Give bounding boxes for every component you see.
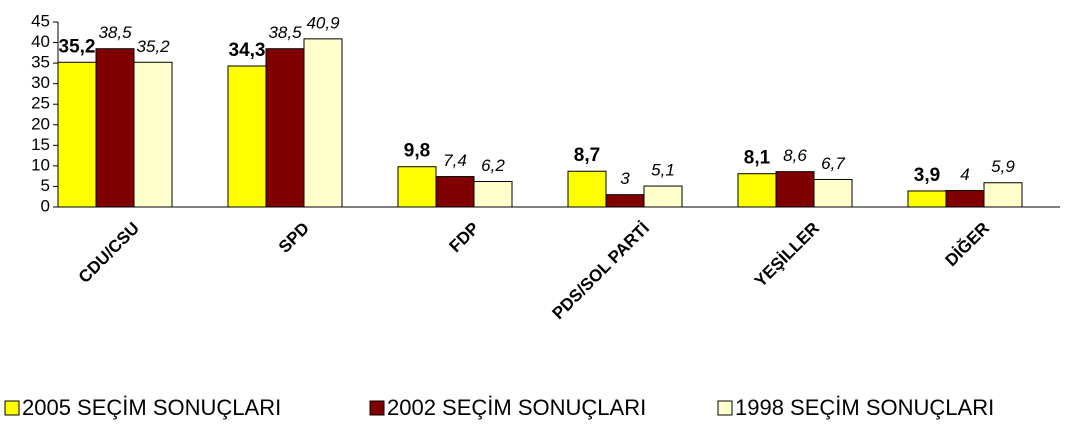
bar bbox=[643, 185, 683, 208]
x-tick-label: SPD bbox=[275, 219, 313, 257]
value-label: 5,1 bbox=[651, 161, 675, 180]
value-label: 3 bbox=[620, 169, 630, 188]
y-tick-label: 20 bbox=[31, 114, 50, 133]
value-label: 5,9 bbox=[991, 157, 1015, 176]
bar bbox=[567, 170, 607, 208]
value-label: 38,5 bbox=[268, 23, 302, 42]
bar bbox=[57, 61, 97, 208]
bar bbox=[435, 176, 475, 208]
bar bbox=[133, 61, 173, 208]
value-label: 7,4 bbox=[443, 151, 467, 170]
y-tick-label: 45 bbox=[31, 11, 50, 30]
legend-swatch bbox=[4, 400, 20, 416]
value-label: 35,2 bbox=[136, 37, 170, 56]
bar bbox=[303, 38, 343, 208]
legend-label: 1998 SEÇİM SONUÇLARI bbox=[735, 395, 994, 420]
bar bbox=[95, 48, 135, 208]
value-label: 34,3 bbox=[229, 40, 266, 61]
bar bbox=[605, 194, 645, 208]
value-label: 38,5 bbox=[98, 23, 132, 42]
legend-label: 2002 SEÇİM SONUÇLARI bbox=[387, 395, 646, 420]
x-tick-label: PDS/SOL PARTİ bbox=[549, 219, 653, 323]
bar bbox=[945, 190, 985, 208]
x-tick-label: FDP bbox=[446, 219, 483, 256]
bar bbox=[813, 178, 853, 208]
legend-swatch bbox=[717, 400, 733, 416]
x-tick-label: CDU/CSU bbox=[75, 219, 143, 287]
value-label: 3,9 bbox=[914, 165, 940, 186]
bar bbox=[907, 190, 947, 208]
y-tick-label: 10 bbox=[31, 155, 50, 174]
x-tick-label: DİĞER bbox=[941, 219, 993, 271]
value-label: 35,2 bbox=[59, 36, 96, 57]
value-label: 4 bbox=[960, 165, 969, 184]
y-tick-label: 40 bbox=[31, 32, 50, 51]
value-label: 8,7 bbox=[574, 145, 600, 166]
value-label: 6,7 bbox=[821, 154, 845, 173]
y-tick-label: 35 bbox=[31, 53, 50, 72]
value-label: 9,8 bbox=[404, 141, 430, 162]
bar bbox=[397, 166, 437, 208]
y-tick-label: 0 bbox=[41, 196, 50, 215]
value-label: 6,2 bbox=[481, 156, 505, 175]
bar bbox=[775, 171, 815, 208]
value-label: 8,1 bbox=[744, 148, 771, 169]
bar bbox=[227, 65, 267, 208]
legend-swatch bbox=[369, 400, 385, 416]
bar bbox=[737, 173, 777, 208]
value-label: 8,6 bbox=[783, 146, 807, 165]
y-tick-label: 15 bbox=[31, 135, 50, 154]
x-tick-label: YEŞİLLER bbox=[751, 219, 823, 291]
bar bbox=[983, 182, 1023, 208]
legend-label: 2005 SEÇİM SONUÇLARI bbox=[22, 395, 281, 420]
bar bbox=[265, 48, 305, 208]
y-tick-label: 5 bbox=[41, 176, 50, 195]
y-tick-label: 30 bbox=[31, 73, 50, 92]
y-tick-label: 25 bbox=[31, 94, 50, 113]
value-label: 40,9 bbox=[306, 13, 340, 32]
bar bbox=[473, 181, 513, 208]
